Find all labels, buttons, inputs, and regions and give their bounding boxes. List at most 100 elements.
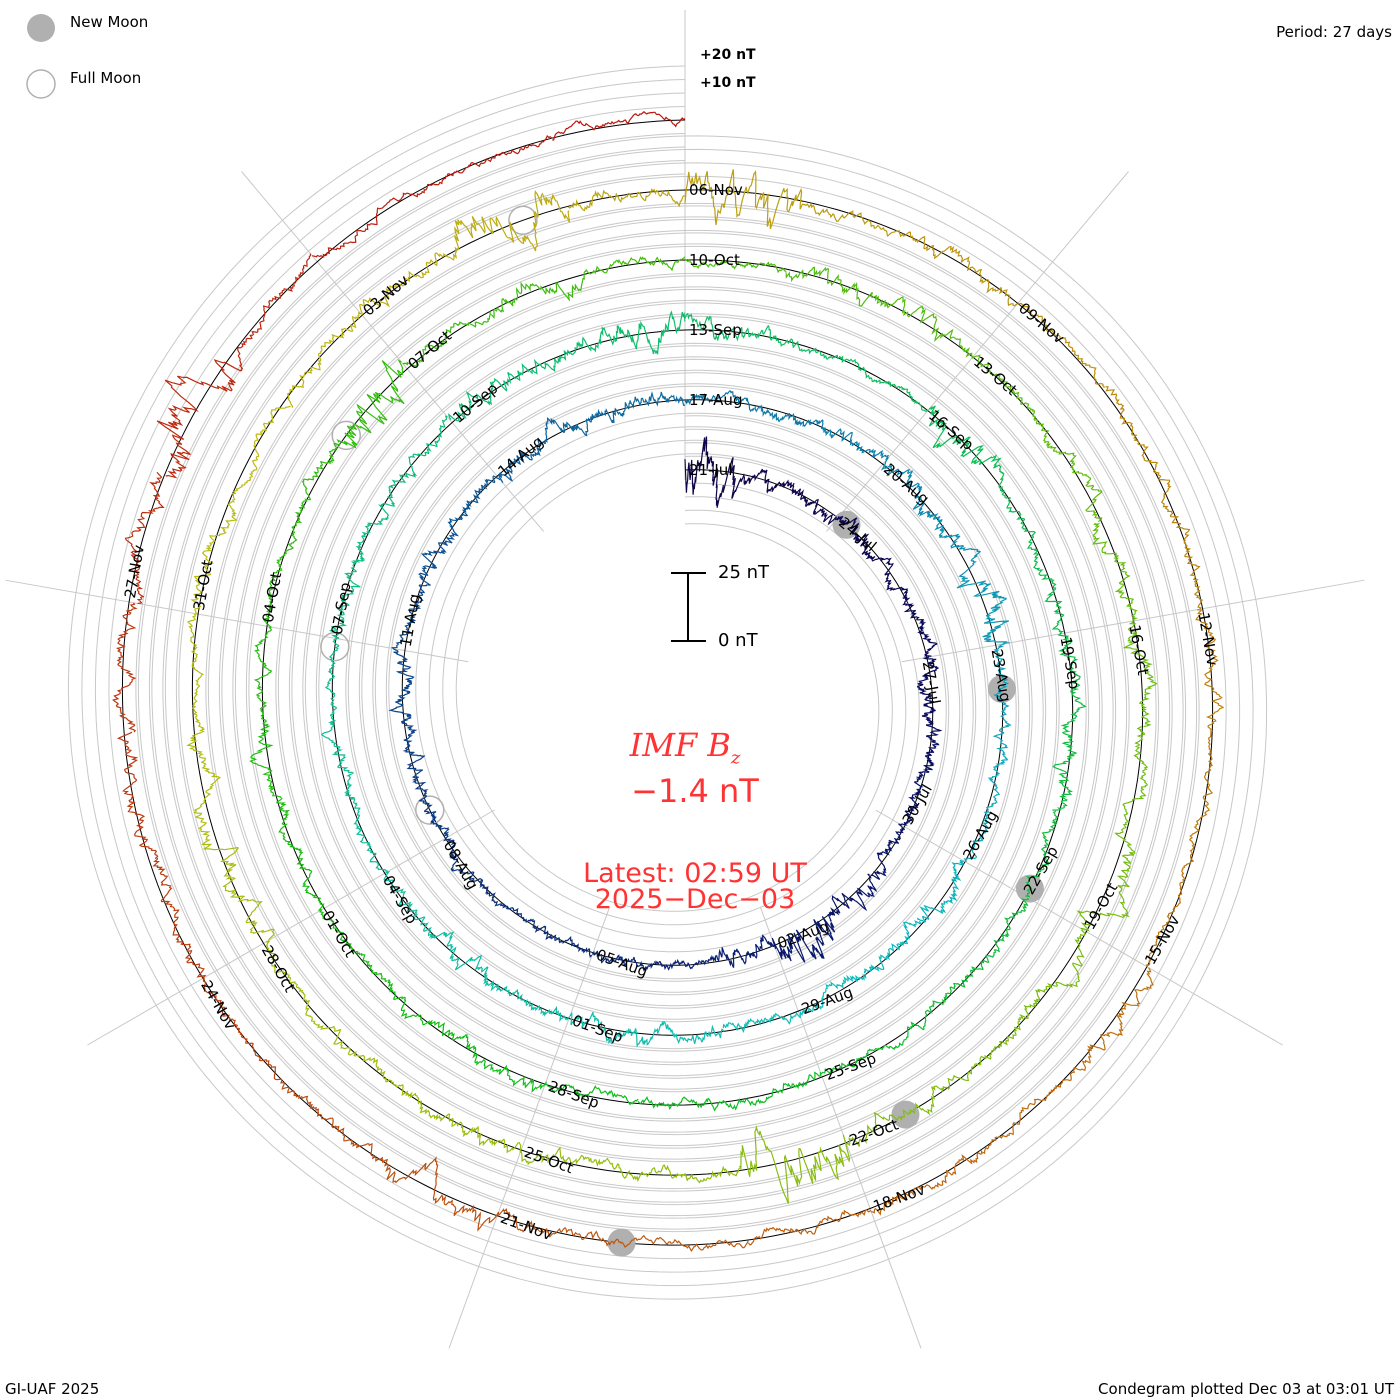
series-segment [462,1034,546,1093]
date-label: 16-Oct [1125,623,1152,676]
date-label: 17-Aug [689,391,742,409]
radial-spoke [826,171,1129,532]
series-segment [186,613,205,729]
series-segment [684,258,787,274]
series-segment [940,1016,1023,1092]
date-label: 13-Sep [689,321,742,339]
date-label: 30-Jul [899,781,936,828]
series-segment [236,253,311,370]
date-label: 21-Jul [689,461,732,479]
series-segment [754,404,824,428]
series-segment [1122,620,1158,728]
series-segment [534,925,593,958]
date-label: 15-Nov [1141,912,1184,968]
series-segment [228,405,291,504]
series-segment [1025,810,1059,898]
series-segment [971,354,1047,433]
series-segment [520,336,601,376]
radial-spoke [448,906,611,1349]
series-segment [520,1146,631,1179]
series-segment [732,1071,822,1111]
series-segment [156,359,243,479]
series-segment [336,359,405,449]
series-segment [827,873,878,922]
scale-top-label: 25 nT [718,562,770,583]
bz-series [112,110,1225,1253]
series-segment [319,909,388,983]
series-segment [265,940,336,1031]
full-moon-marker [508,205,538,236]
series-segment [186,727,222,846]
series-segment [328,559,364,639]
series-segment [684,169,804,230]
series-segment [433,931,499,992]
series-segment [900,771,926,826]
series-segment [738,1125,851,1204]
date-label: 11-Aug [397,592,424,648]
date-label: 13-Oct [970,353,1021,400]
series-segment [253,626,273,725]
radial-spoke [5,579,469,663]
series-segment [485,885,536,929]
series-segment [152,857,207,979]
series-segment [722,1012,802,1033]
series-segment [992,642,1010,719]
series-segment [1043,429,1103,523]
offset-label-20: +20 nT [700,47,756,63]
series-segment [202,977,283,1081]
series-segment [684,436,736,508]
series-segment [291,442,341,532]
series-segment [1195,609,1225,731]
series-segment [637,1096,734,1112]
date-label: 06-Nov [689,181,743,199]
date-label: 04-Sep [379,872,421,927]
series-segment [770,334,857,364]
series-segment [820,426,890,461]
series-segment [998,465,1036,551]
series-segment [263,531,298,628]
date-label: 10-Oct [689,251,740,269]
series-segment [747,1209,872,1246]
date-label: 07-Sep [328,581,355,636]
date-label: 19-Sep [1057,635,1084,690]
radial-spoke [759,906,922,1349]
series-segment [644,1020,725,1046]
series-segment [884,296,973,358]
series-segment [870,823,906,880]
series-segment [442,837,487,890]
series-segment [447,475,501,528]
scale-bottom-label: 0 nT [718,630,758,651]
radial-spoke [875,809,1283,1046]
full-moon-marker [415,795,445,825]
date-label: 16-Sep [925,406,977,454]
series-segment [497,423,548,483]
scale-bar [671,572,706,642]
series-segment [684,390,755,413]
series-segment [621,1234,749,1253]
series-segment [802,202,917,242]
series-segment [495,984,571,1022]
series-segment [324,638,340,721]
date-label: 14-Aug [494,432,547,480]
series-segment [771,916,836,963]
radial-spoke [241,171,544,532]
spiral-grid [67,65,1268,1300]
series-segment [448,370,522,422]
series-segment [567,188,686,212]
series-segment [928,405,1002,469]
full-moon-legend-icon [26,69,56,99]
footer-plotted: Condegram plotted Dec 03 at 03:01 UT [1098,1380,1394,1398]
series-segment [1019,929,1086,1020]
grid-line [81,79,1254,1287]
date-label: 19-Oct [1080,880,1121,933]
series-segment [321,719,356,800]
grid-line [175,173,1160,1192]
series-segment [914,235,1018,307]
series-segment [202,843,275,941]
series-segment [880,457,935,519]
series-segment [971,897,1030,973]
radial-spoke [87,809,495,1046]
series-segment [112,602,138,733]
series-segment [402,311,491,367]
series-segment [190,503,238,615]
